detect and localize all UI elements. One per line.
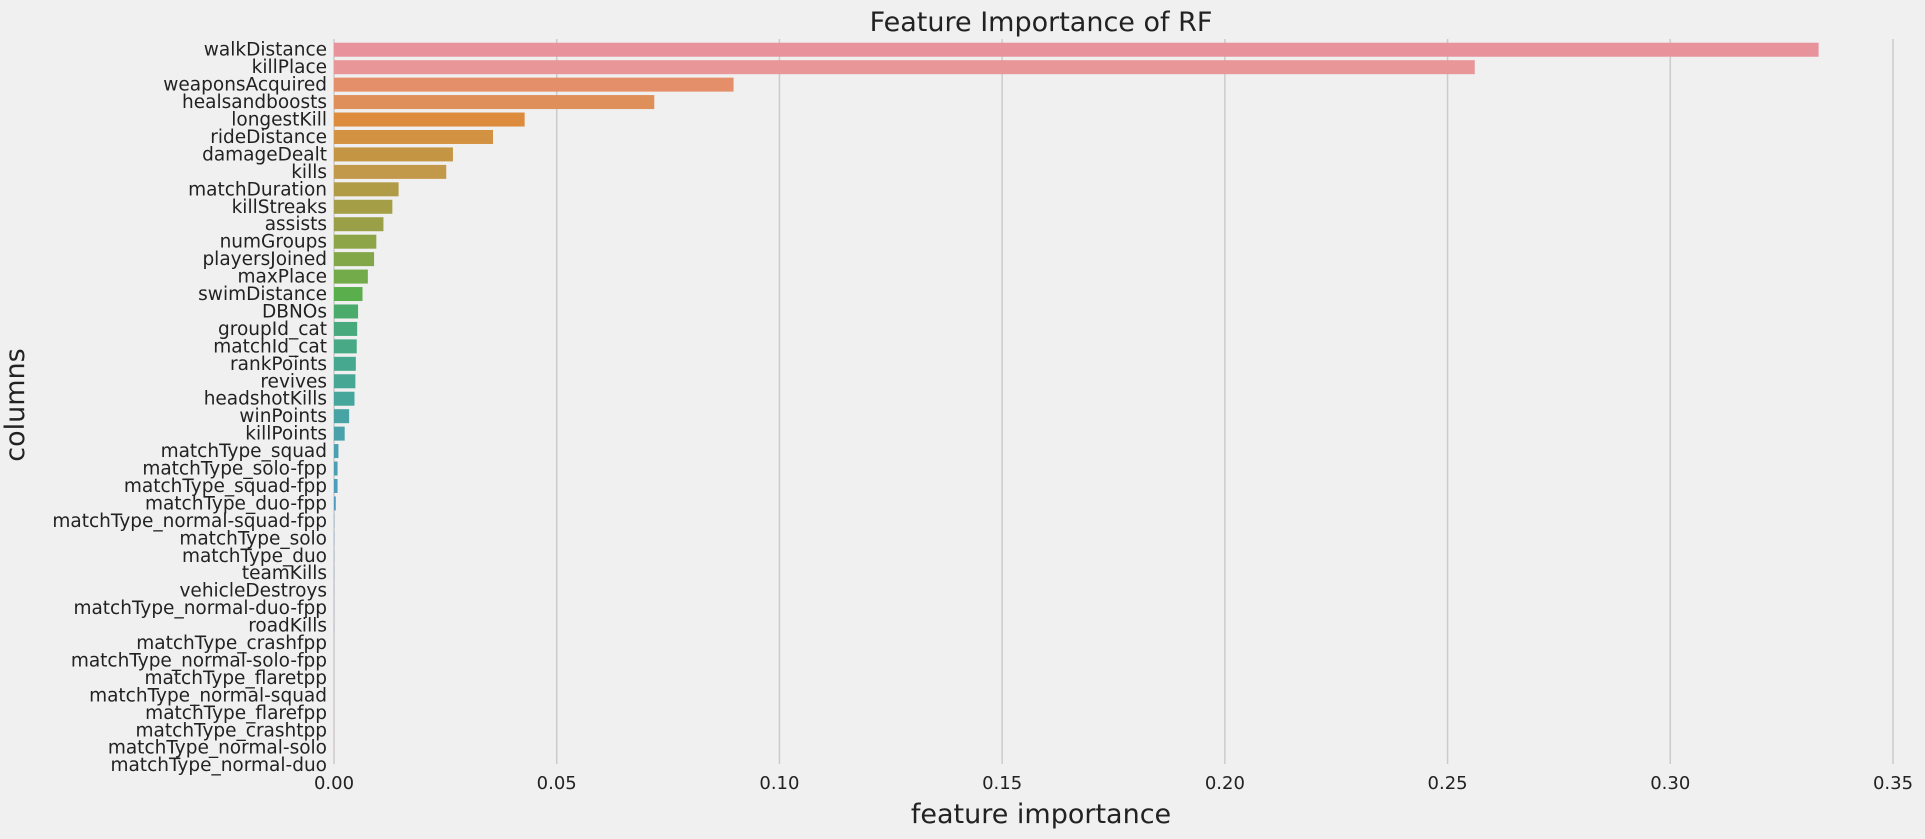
y-tick-label: winPoints [239,406,327,427]
bar-killPlace [334,60,1475,75]
y-tick-label: swimDistance [198,284,327,305]
y-tick-label: weaponsAcquired [163,75,327,96]
bar-assists [334,217,384,232]
y-tick-label: teamKills [242,563,327,584]
y-tick-label: kills [291,162,327,183]
y-tick-label: matchType_normal-duo-fpp [73,598,327,619]
y-tick-label: groupId_cat [218,319,327,340]
bar-revives [334,374,356,389]
bar-rideDistance [334,129,494,144]
bar-headshotKills [334,391,355,406]
y-tick-label: matchType_normal-duo [110,755,327,776]
bar-killStreaks [334,199,393,214]
bar-DBNOs [334,304,359,319]
x-tick-label: 0.35 [1873,773,1913,794]
bar-matchType_solo-fpp [334,461,338,476]
x-tick-label: 0.30 [1650,773,1690,794]
y-tick-label: killStreaks [232,197,327,218]
x-tick-label: 0.20 [1205,773,1245,794]
x-tick-label: 0.00 [314,773,354,794]
y-tick-label: matchType_squad-fpp [124,476,327,497]
y-tick-label: matchType_normal-squad-fpp [52,511,327,532]
y-tick-label: matchType_squad [161,441,327,462]
y-tick-label: maxPlace [238,267,328,288]
y-tick-label: matchType_normal-squad [89,685,327,706]
y-tick-label: vehicleDestroys [179,581,327,602]
bar-matchType_squad-fpp [334,478,338,493]
y-tick-label: matchType_duo-fpp [145,493,327,514]
y-tick-label: killPoints [245,424,327,445]
bar-rankPoints [334,356,356,371]
bar-walkDistance [334,42,1819,57]
y-tick-label: playersJoined [202,249,327,270]
x-axis-label: feature importance [911,799,1171,830]
bar-groupId_cat [334,321,358,336]
bar-weaponsAcquired [334,77,734,92]
bar-longestKill [334,112,525,127]
bar-maxPlace [334,269,368,284]
grid-lines [333,39,1894,764]
y-tick-label: matchType_flaretpp [144,668,327,689]
x-tick-label: 0.10 [759,773,799,794]
y-tick-label: damageDealt [202,144,327,165]
y-tick-label: revives [260,371,327,392]
bar-playersJoined [334,252,375,267]
chart-title: Feature Importance of RF [870,7,1213,38]
y-tick-labels: walkDistancekillPlaceweaponsAcquiredheal… [52,40,327,776]
y-tick-label: matchType_solo-fpp [142,459,327,480]
bar-swimDistance [334,287,363,302]
y-tick-label: matchType_normal-solo [108,738,327,759]
y-tick-label: matchType_solo [179,528,327,549]
y-tick-label: matchType_crashfpp [136,633,327,654]
bar-matchId_cat [334,339,357,354]
bar-killPoints [334,426,345,441]
x-tick-label: 0.05 [537,773,577,794]
y-tick-label: assists [265,214,327,235]
bar-matchType_squad [334,444,339,459]
y-tick-label: rankPoints [230,354,327,375]
y-tick-label: rideDistance [210,127,327,148]
y-tick-label: killPlace [252,57,327,78]
y-tick-label: longestKill [231,110,327,131]
y-tick-label: matchType_crashtpp [136,720,327,741]
bar-matchDuration [334,182,399,197]
bars [334,42,1819,773]
bar-winPoints [334,409,350,424]
x-tick-labels: 0.00 0.05 0.10 0.15 0.20 0.25 0.30 0.35 [314,773,1913,794]
y-tick-label: headshotKills [204,389,327,410]
bar-damageDealt [334,147,453,162]
y-tick-label: matchId_cat [213,336,327,357]
y-tick-label: matchType_flarefpp [145,703,327,724]
bar-kills [334,164,447,179]
bar-matchType_duo-fpp [334,496,336,511]
x-tick-label: 0.15 [982,773,1022,794]
y-tick-label: numGroups [220,232,327,253]
bar-numGroups [334,234,377,249]
bar-healsandboosts [334,95,655,110]
y-tick-label: matchDuration [188,179,327,200]
y-tick-label: walkDistance [204,40,327,61]
y-axis-label: columns [0,348,31,461]
y-tick-label: matchType_normal-solo-fpp [71,650,327,671]
y-tick-label: DBNOs [262,301,327,322]
y-tick-label: roadKills [248,616,327,637]
y-tick-label: matchType_duo [182,546,327,567]
y-tick-label: healsandboosts [182,92,327,113]
x-tick-label: 0.25 [1428,773,1468,794]
